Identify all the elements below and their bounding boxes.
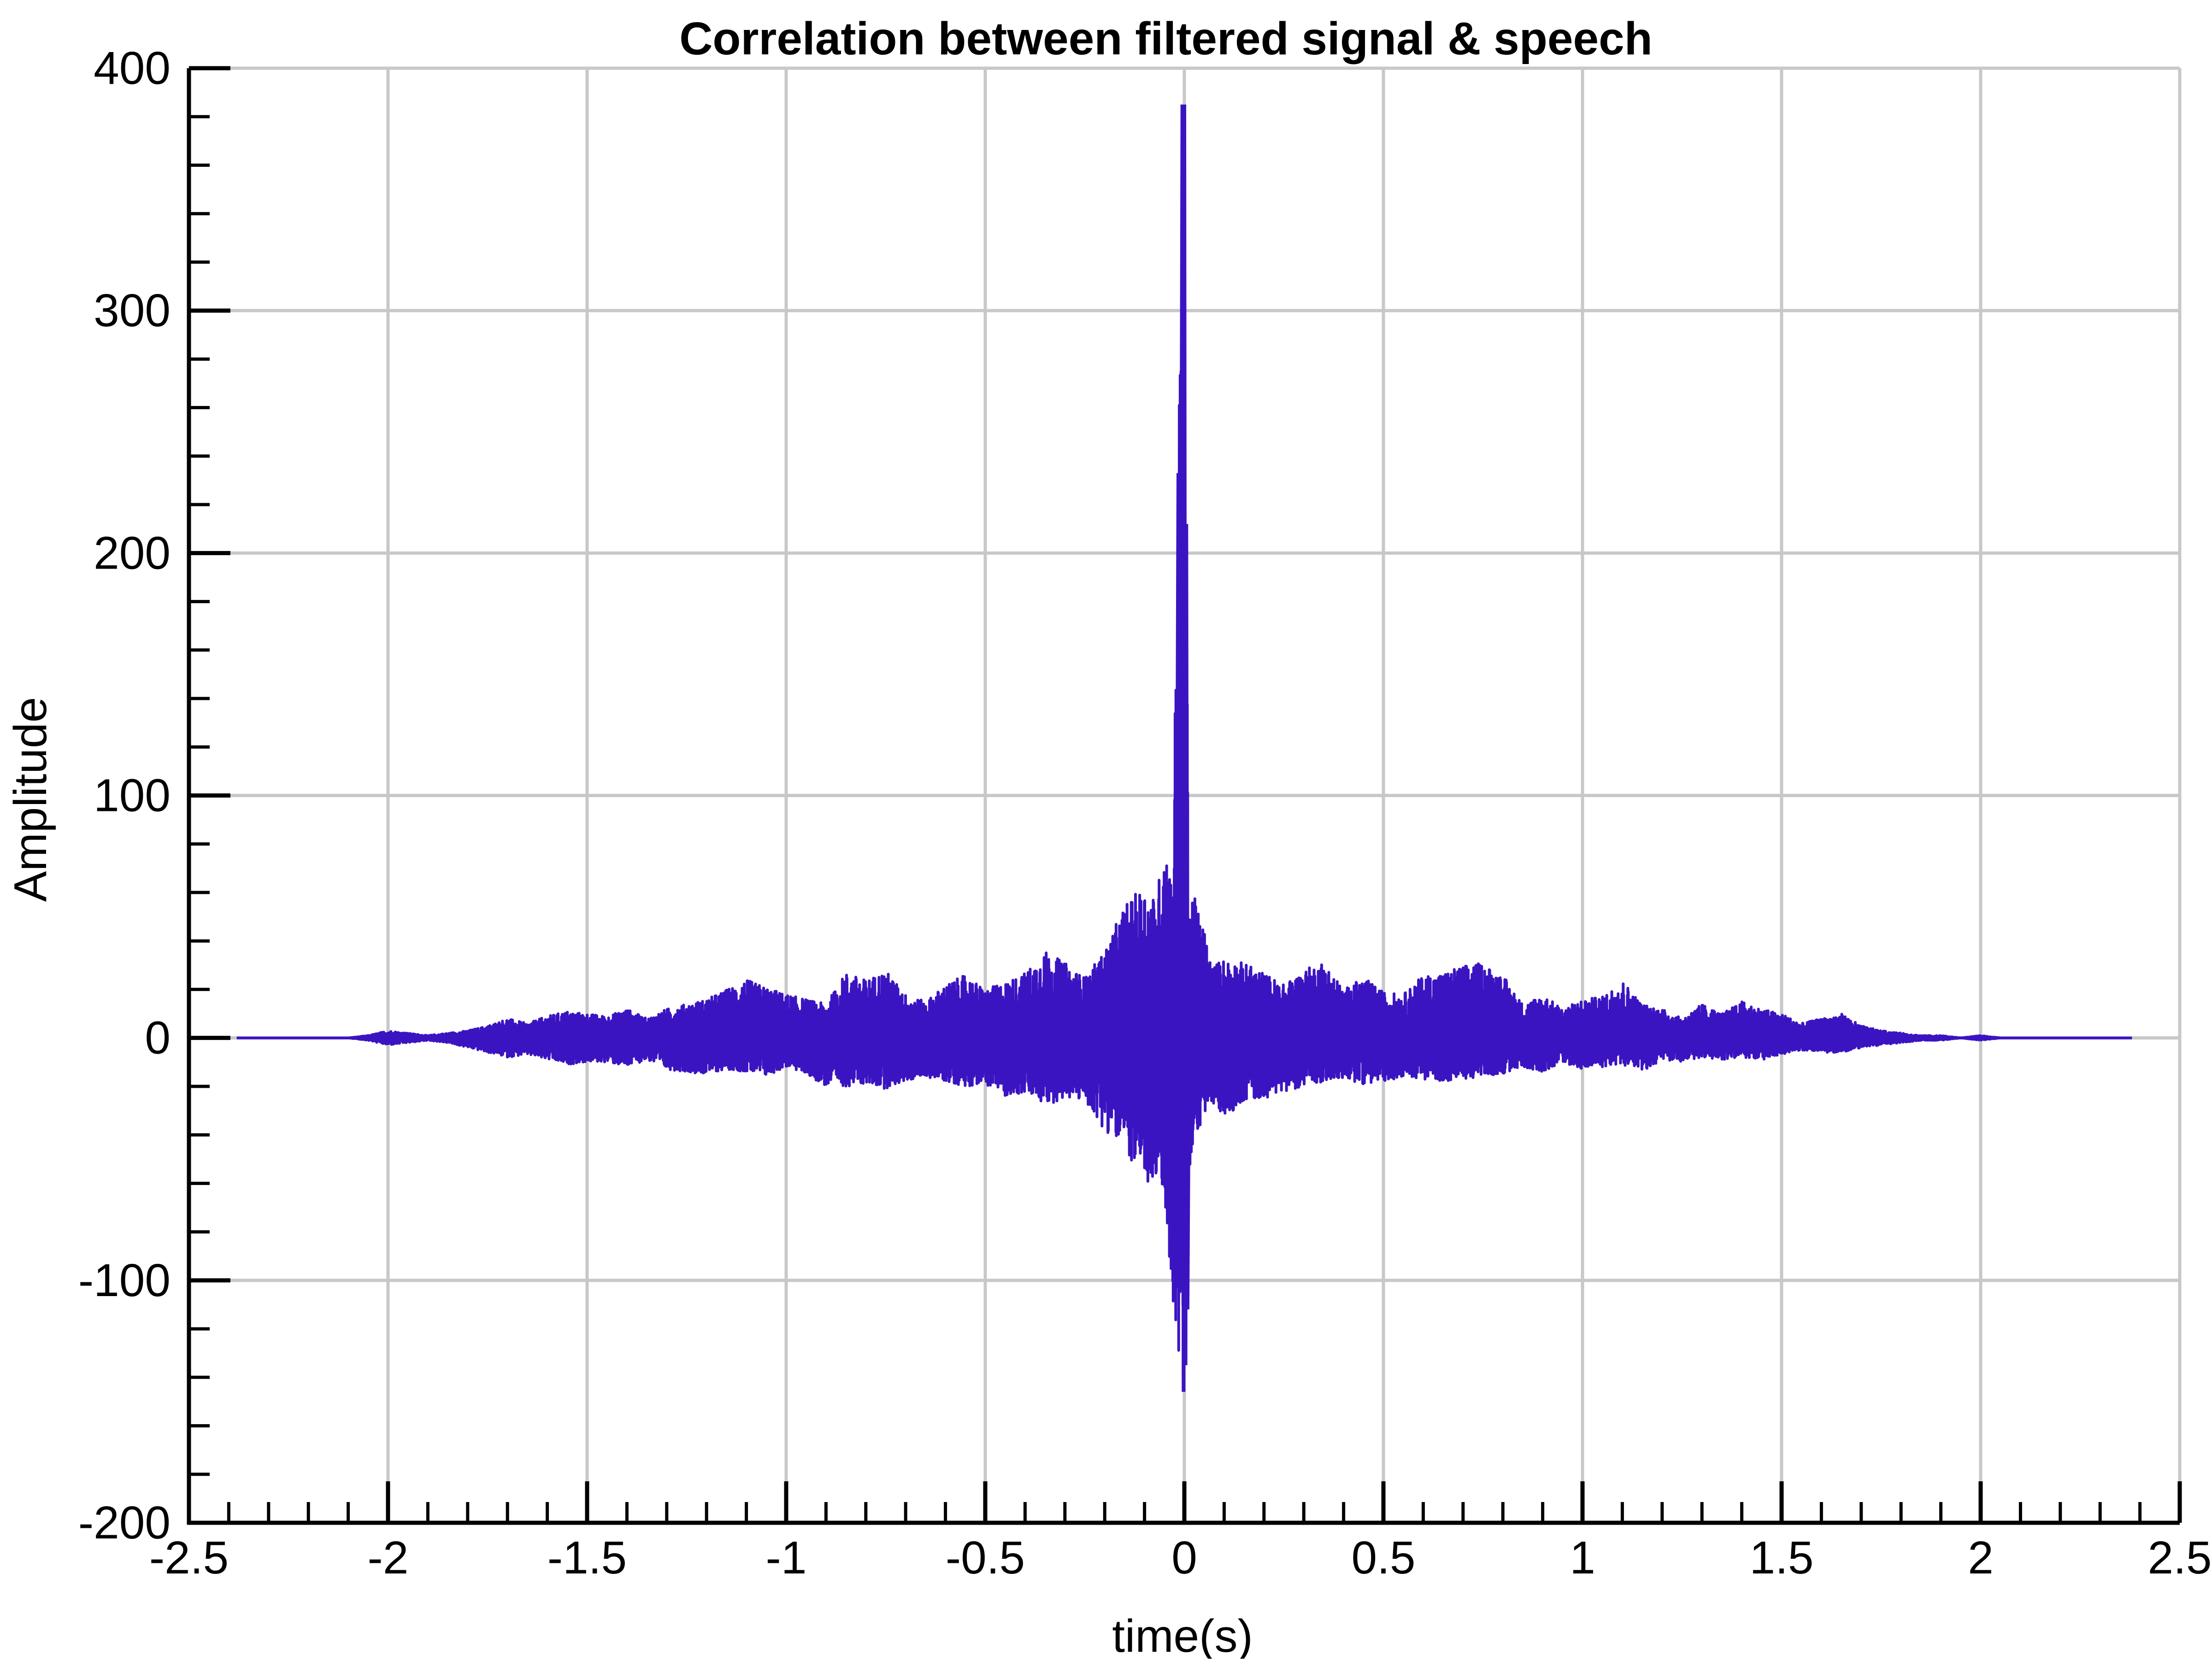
x-tick-label: -1.5 [547,1532,627,1584]
x-tick-label: 2 [1968,1532,1994,1584]
x-tick-label: 2.5 [2147,1532,2212,1584]
central-peak [1174,104,1191,1392]
y-tick-label: 300 [94,285,171,336]
y-tick-label: 0 [145,1012,171,1064]
y-tick-label: -200 [78,1497,171,1549]
x-tick-label: -2.5 [149,1532,229,1584]
series-layer [235,104,2133,1392]
x-axis-label: time(s) [1112,1610,1253,1659]
y-tick-label: 200 [94,527,171,579]
y-tick-label: 100 [94,770,171,822]
chart-title: Correlation between filtered signal & sp… [679,13,1653,65]
y-tick-label: 400 [94,42,171,94]
x-tick-label: 1.5 [1749,1532,1813,1584]
ticks: -2.5 -2 -1.5 -1 -0.5 0 0.5 1 1.5 2 2.5 -200 -100 0 100… [78,42,2212,1584]
y-axis-label: Amplitude [5,697,56,902]
x-tick-label: -1 [766,1532,807,1584]
x-tick-label: -0.5 [946,1532,1025,1584]
x-tick-label: 0.5 [1351,1532,1415,1584]
x-tick-label: 0 [1171,1532,1197,1584]
x-tick-label: -2 [368,1532,409,1584]
x-tick-label: 1 [1570,1532,1595,1584]
y-tick-label: -100 [78,1255,171,1306]
